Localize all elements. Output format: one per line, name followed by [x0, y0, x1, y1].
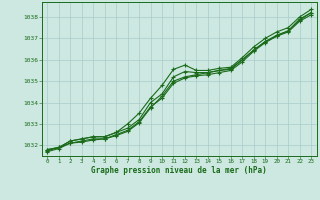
X-axis label: Graphe pression niveau de la mer (hPa): Graphe pression niveau de la mer (hPa)	[91, 166, 267, 175]
